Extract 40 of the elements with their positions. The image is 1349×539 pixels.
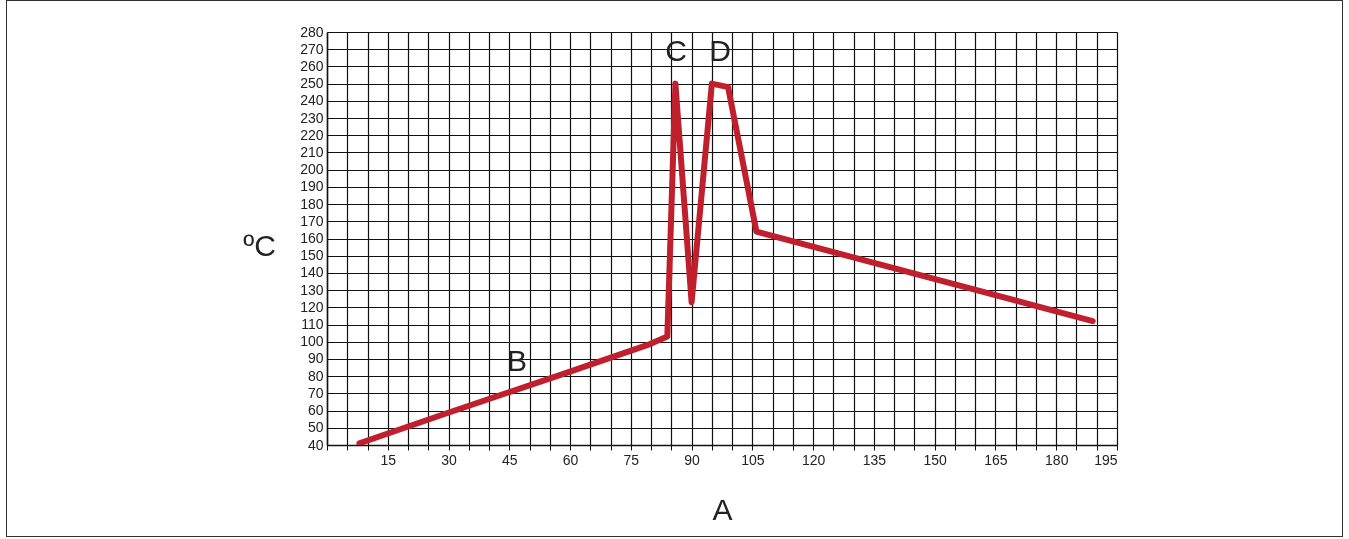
y-tick-label: 270 bbox=[300, 40, 324, 57]
y-tick-label: 120 bbox=[300, 298, 324, 315]
x-tick-label: 195 bbox=[1094, 451, 1118, 468]
y-tick-label: 130 bbox=[300, 281, 324, 298]
y-tick-label: 140 bbox=[300, 264, 324, 281]
y-tick-label: 180 bbox=[300, 195, 324, 212]
y-tick-label: 50 bbox=[307, 419, 324, 436]
x-tick-label: 45 bbox=[502, 451, 518, 468]
y-tick-label: 200 bbox=[300, 161, 324, 178]
y-tick-label: 90 bbox=[307, 350, 324, 367]
x-tick-label: 60 bbox=[562, 451, 579, 468]
y-tick-label: 40 bbox=[307, 436, 324, 453]
x-tick-label: 90 bbox=[684, 451, 701, 468]
x-axis-title: A bbox=[712, 492, 733, 526]
y-tick-label: 220 bbox=[300, 126, 324, 143]
y-tick-label: 160 bbox=[300, 230, 324, 246]
y-axis-title: ºC bbox=[243, 228, 276, 262]
x-tick-label: 15 bbox=[380, 451, 397, 468]
y-tick-label: 60 bbox=[307, 402, 324, 419]
x-tick-label: 150 bbox=[923, 451, 948, 468]
y-tick-label: 70 bbox=[307, 384, 324, 401]
x-tick-label: 75 bbox=[623, 451, 640, 468]
y-tick-label: 260 bbox=[300, 57, 324, 74]
y-tick-label: 210 bbox=[300, 143, 324, 160]
y-tick-label: 150 bbox=[300, 247, 324, 264]
x-tick-label: 180 bbox=[1045, 451, 1069, 468]
y-tick-label: 250 bbox=[300, 75, 324, 92]
y-tick-label: 240 bbox=[300, 92, 324, 109]
y-tick-label: 110 bbox=[301, 316, 324, 333]
y-tick-label: 80 bbox=[307, 367, 324, 384]
x-tick-label: 105 bbox=[741, 451, 765, 468]
y-tick-label: 230 bbox=[300, 109, 324, 126]
x-tick-label: 30 bbox=[441, 451, 458, 468]
y-tick-label: 170 bbox=[300, 212, 324, 229]
x-tick-label: 120 bbox=[801, 451, 826, 468]
x-tick-label: 165 bbox=[984, 451, 1008, 468]
y-tick-label: 280 bbox=[300, 23, 324, 40]
y-tick-label: 100 bbox=[300, 333, 324, 350]
y-tick-label: 190 bbox=[300, 178, 324, 195]
x-tick-label: 135 bbox=[862, 451, 887, 468]
